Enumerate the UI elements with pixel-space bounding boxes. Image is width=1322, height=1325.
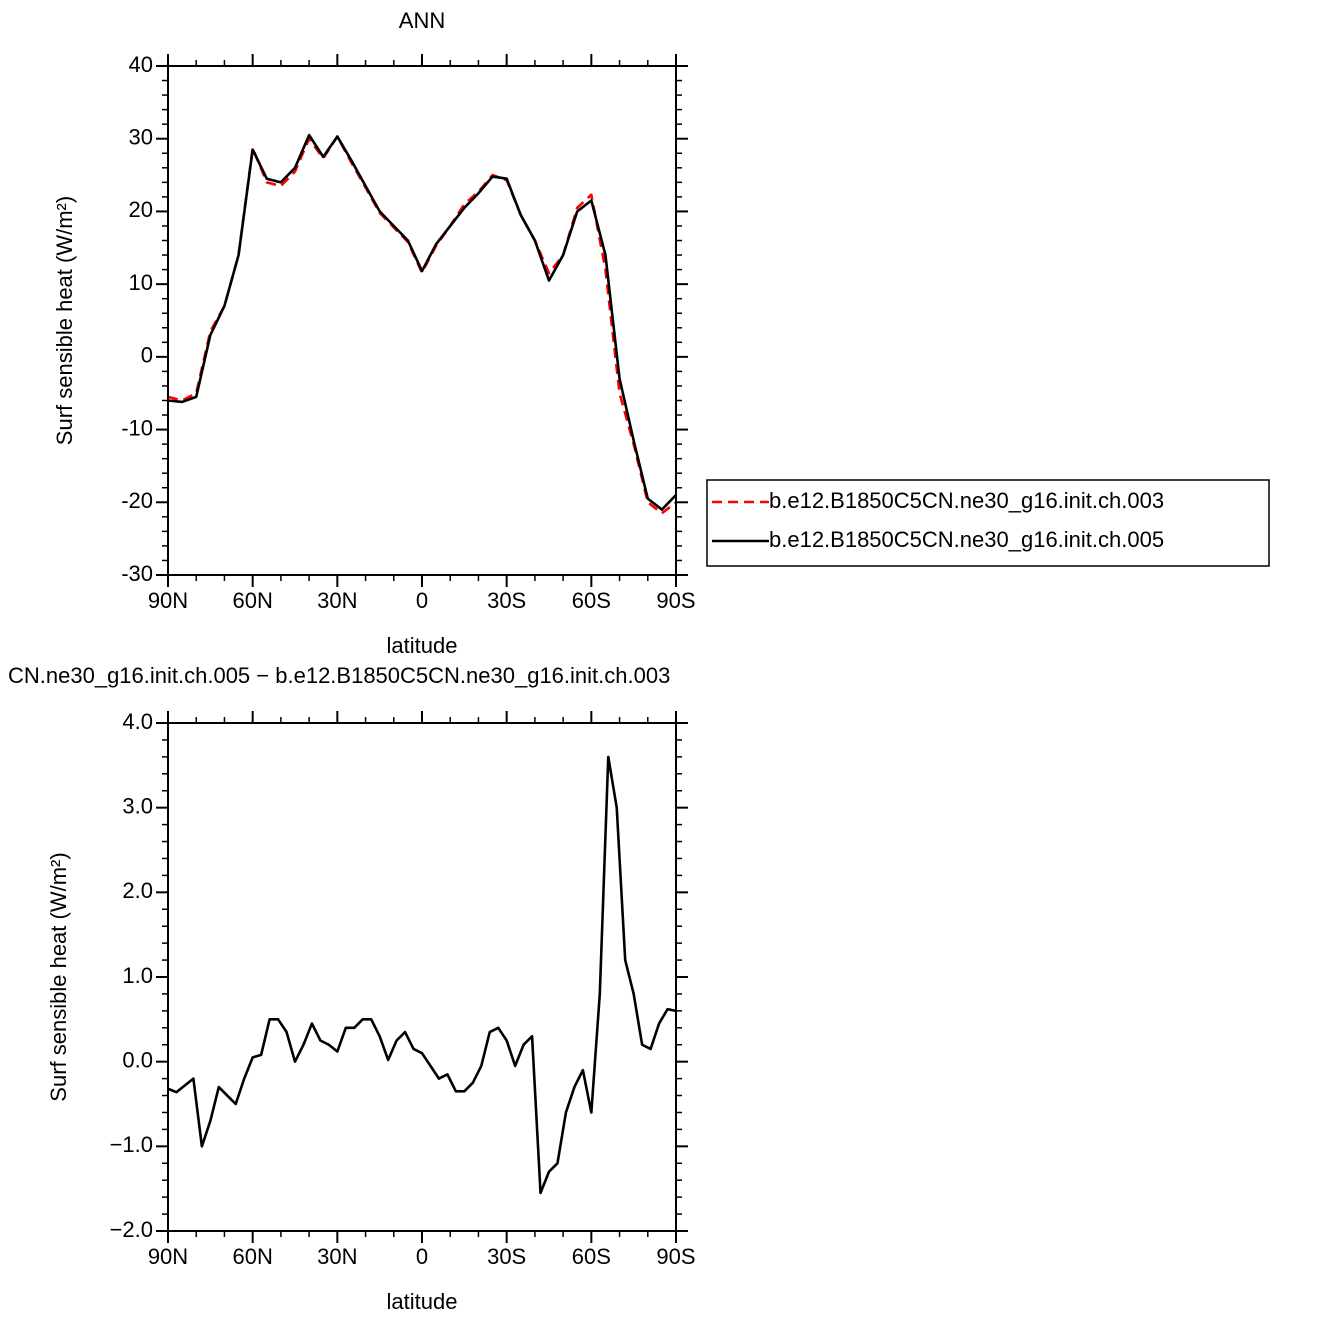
x-tick-label: 90S [656,1244,695,1269]
series-line [167,133,677,511]
y-tick-label: 2.0 [122,878,153,903]
y-tick-label: −2.0 [110,1217,153,1242]
y-tick-label: -20 [121,488,153,513]
y-tick-label: −1.0 [110,1132,153,1157]
x-tick-label: 0 [416,588,428,613]
y-tick-label: 30 [129,125,153,150]
chart-title: CN.ne30_g16.init.ch.005 − b.e12.B1850C5C… [8,663,670,688]
y-tick-label: 0.0 [122,1047,153,1072]
y-tick-label: 0 [141,343,153,368]
y-axis-label: Surf sensible heat (W/m²) [52,196,77,445]
y-tick-label: 3.0 [122,793,153,818]
plot-frame [167,722,677,1232]
y-tick-label: 10 [129,270,153,295]
x-tick-label: 30S [487,1244,526,1269]
x-tick-label: 30N [317,1244,357,1269]
x-axis-label: latitude [387,1289,458,1314]
series-line [167,135,677,515]
y-tick-label: 1.0 [122,963,153,988]
x-tick-label: 90N [148,1244,188,1269]
legend-box [706,479,1270,567]
legend-label: b.e12.B1850C5CN.ne30_g16.init.ch.003 [769,488,1164,513]
y-tick-label: 4.0 [122,709,153,734]
y-tick-label: 40 [129,52,153,77]
x-tick-label: 0 [416,1244,428,1269]
y-axis-label: Surf sensible heat (W/m²) [46,852,71,1101]
x-tick-label: 60S [572,1244,611,1269]
x-tick-label: 60N [232,1244,272,1269]
y-tick-label: -10 [121,415,153,440]
x-tick-label: 90S [656,588,695,613]
x-tick-label: 30S [487,588,526,613]
chart-title: ANN [399,8,445,33]
y-tick-label: -30 [121,561,153,586]
x-tick-label: 60S [572,588,611,613]
series-line [167,755,677,1195]
y-tick-label: 20 [129,197,153,222]
x-axis-label: latitude [387,633,458,658]
x-tick-label: 90N [148,588,188,613]
x-tick-label: 60N [232,588,272,613]
legend-label: b.e12.B1850C5CN.ne30_g16.init.ch.005 [769,527,1164,552]
x-tick-label: 30N [317,588,357,613]
plot-frame [167,65,677,576]
